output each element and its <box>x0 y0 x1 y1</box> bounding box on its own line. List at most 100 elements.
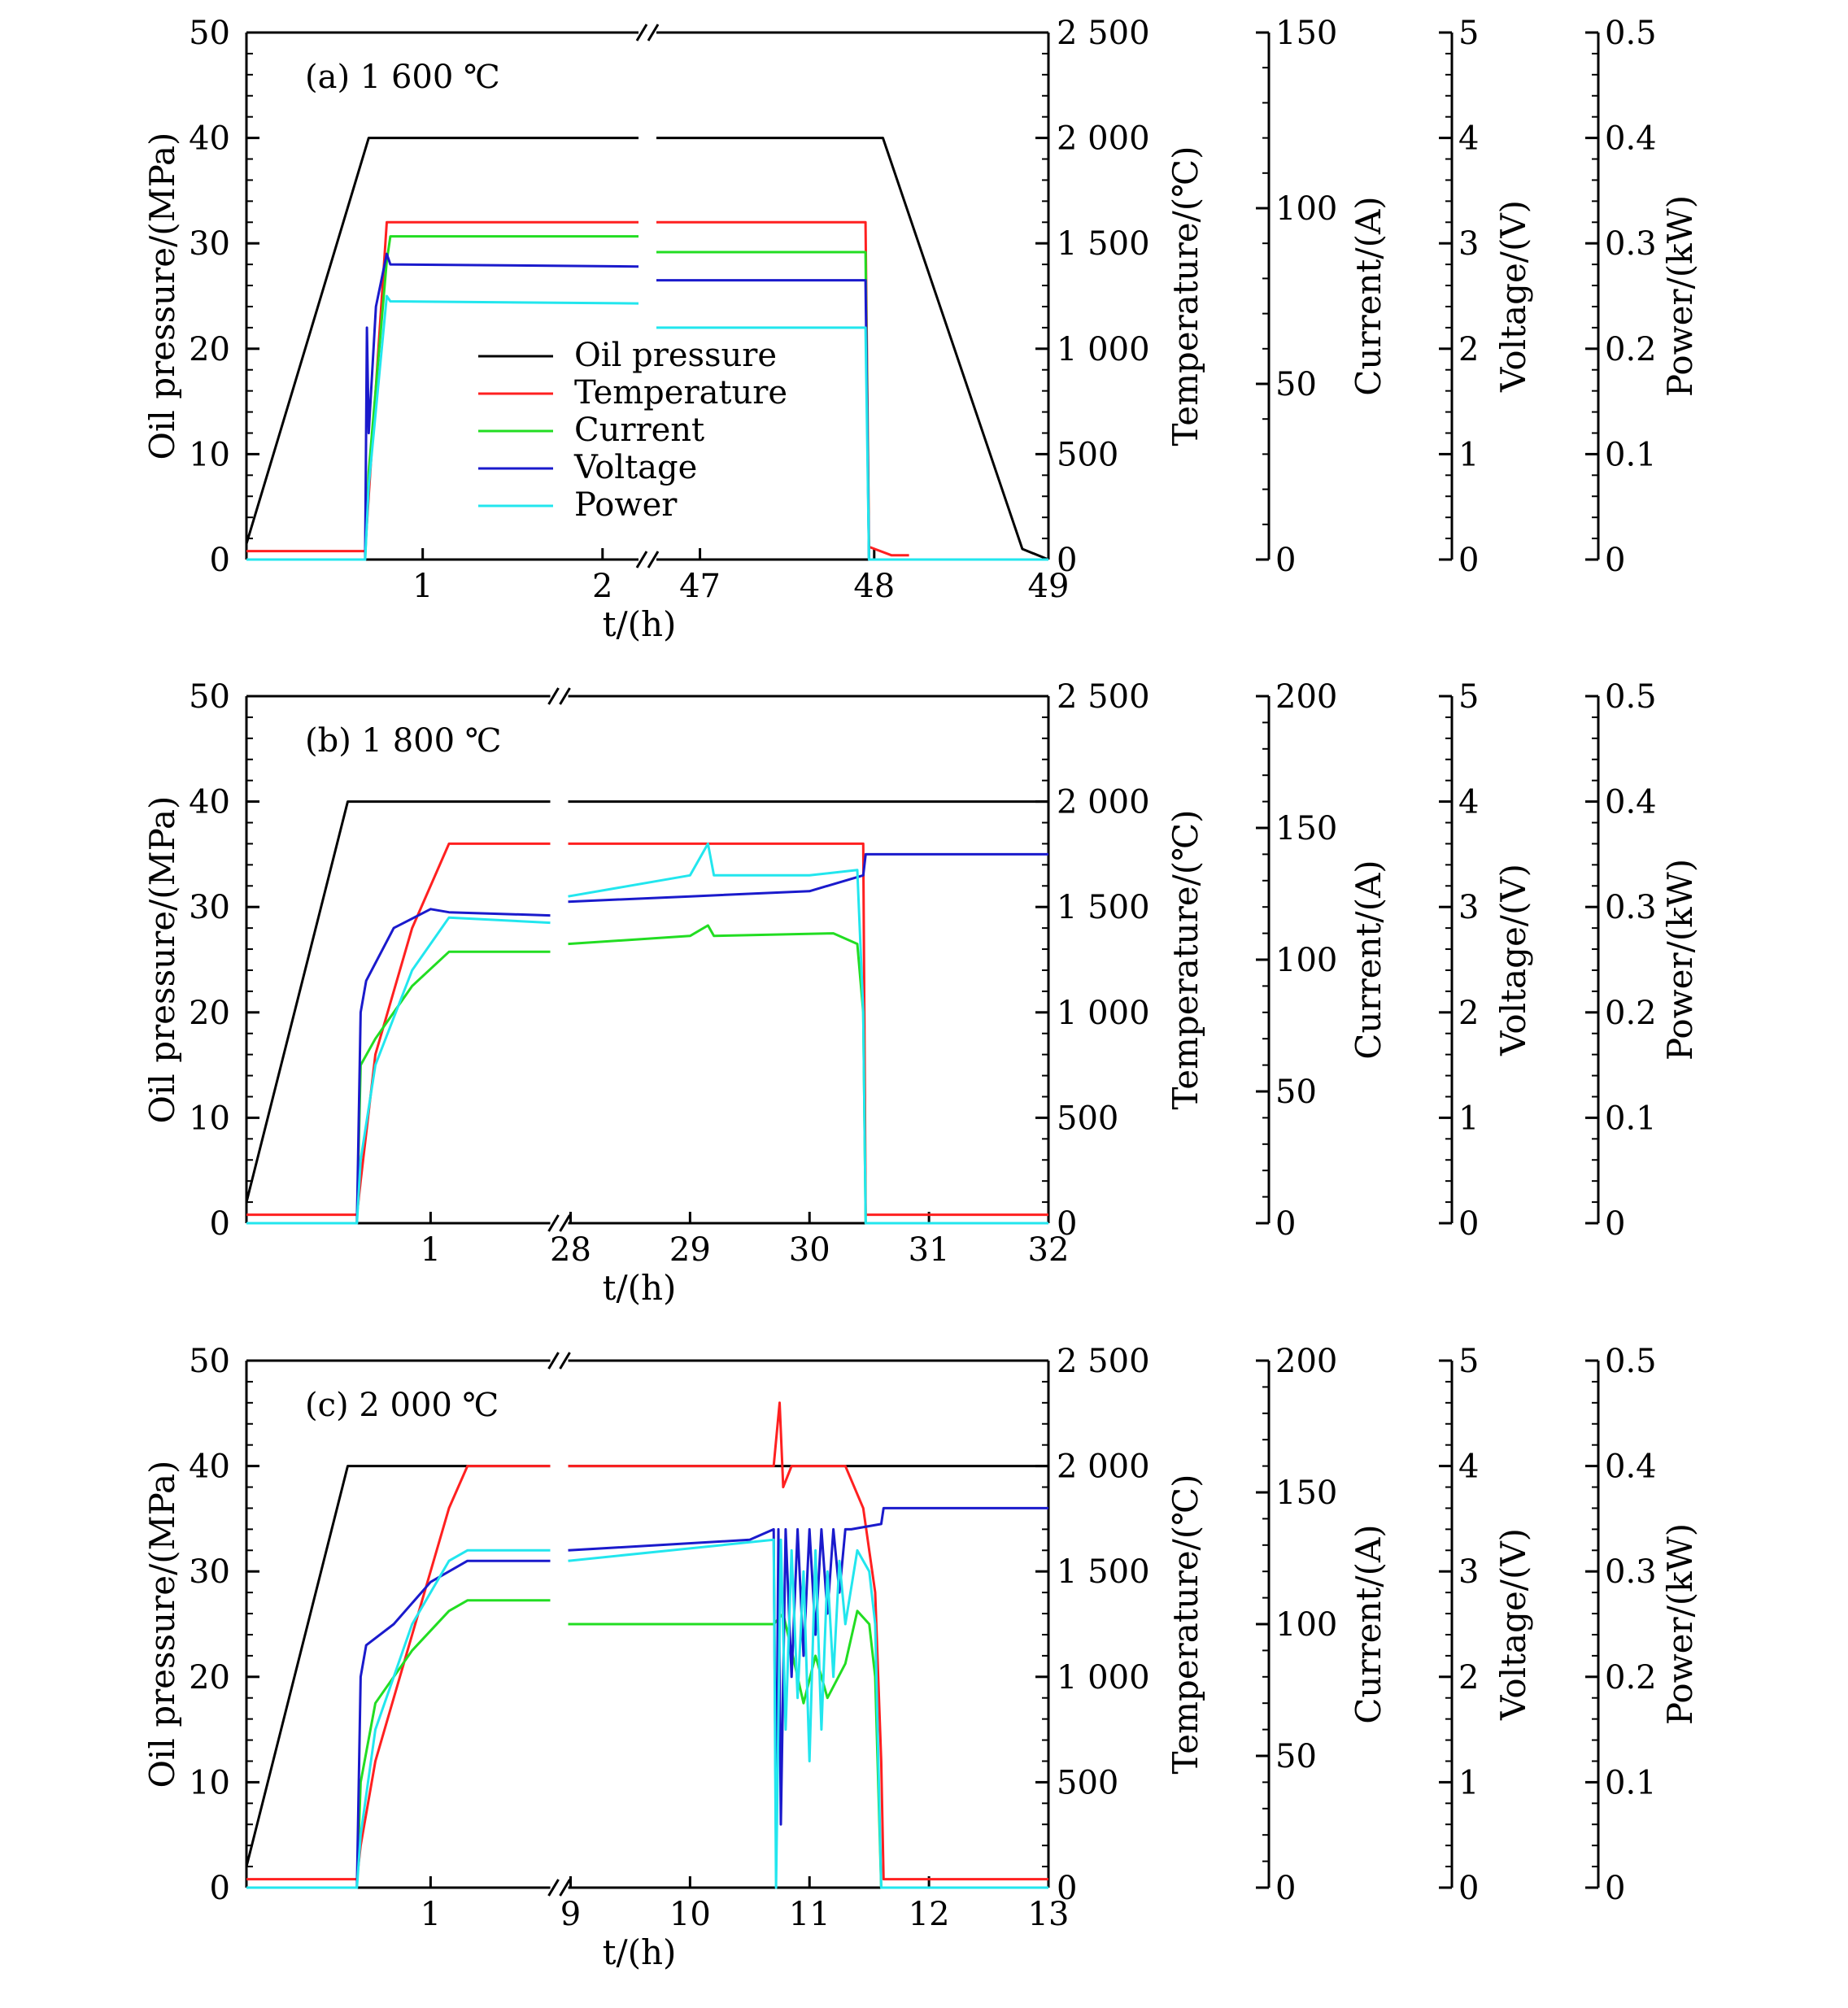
extra-axis-tick-label: 0.2 <box>1605 995 1657 1032</box>
left-tick-label: 20 <box>189 1659 230 1697</box>
left-tick-label: 30 <box>189 1553 230 1591</box>
power-line <box>246 916 551 1225</box>
legend: Oil pressureTemperatureCurrentVoltagePow… <box>478 337 787 524</box>
temperature-tick-label: 2 000 <box>1057 120 1150 158</box>
extra-axis-tick-label: 0.1 <box>1605 1764 1657 1801</box>
extra-axis-tick-label: 0 <box>1275 1205 1296 1243</box>
x-tick-label: 29 <box>669 1231 711 1269</box>
current-line <box>246 1599 551 1889</box>
extra-axis-tick-label: 0.3 <box>1605 225 1657 263</box>
power-line <box>568 842 1048 1225</box>
extra-axis-tick-label: 5 <box>1458 678 1479 716</box>
legend-label-current: Current <box>574 412 704 449</box>
extra-axis-tick-label: 5 <box>1458 1343 1479 1380</box>
left-tick-label: 40 <box>189 120 230 158</box>
x-tick-label: 48 <box>853 568 895 605</box>
oil-pressure-series <box>245 800 1048 1203</box>
current-axis-label: Current/(A) <box>1349 196 1388 395</box>
extra-axis-tick-label: 0.4 <box>1605 120 1657 158</box>
voltage-axis-label: Voltage/(V) <box>1493 200 1533 393</box>
x-tick-label: 13 <box>1028 1896 1070 1933</box>
axis-break-mark <box>547 687 560 705</box>
extra-axis-tick-label: 0.5 <box>1605 678 1657 716</box>
left-tick-label: 10 <box>189 1764 230 1801</box>
axis-break-mark <box>635 551 648 568</box>
temperature-tick-label: 1 500 <box>1057 1553 1150 1591</box>
extra-axis-tick-label: 2 <box>1458 995 1479 1032</box>
extra-axis-tick-label: 50 <box>1275 1074 1317 1111</box>
axis-break-mark <box>547 1214 560 1232</box>
power-axis-label: Power/(kW) <box>1660 859 1700 1061</box>
x-tick-label: 47 <box>679 568 721 605</box>
extra-axis-tick-label: 3 <box>1458 889 1479 926</box>
left-tick-label: 0 <box>210 542 230 579</box>
oil-pressure-line <box>656 137 1049 561</box>
current-axis-label: Current/(A) <box>1349 860 1388 1059</box>
power-axis-label: Power/(kW) <box>1660 1523 1700 1725</box>
x-tick-label: 10 <box>669 1896 711 1933</box>
voltage-axis-label: Voltage/(V) <box>1493 864 1533 1056</box>
current-series <box>246 924 1048 1225</box>
left-tick-label: 40 <box>189 784 230 821</box>
extra-axis-tick-label: 1 <box>1458 1764 1479 1801</box>
temperature-tick-label: 1 000 <box>1057 331 1150 368</box>
left-tick-label: 20 <box>189 331 230 368</box>
extra-axis-tick-label: 2 <box>1458 331 1479 368</box>
power-series <box>246 842 1048 1225</box>
extra-axis-tick-label: 3 <box>1458 1553 1479 1591</box>
extra-axis-tick-label: 0.2 <box>1605 1659 1657 1697</box>
legend-label-power: Power <box>574 486 678 524</box>
legend-label-oil-pressure: Oil pressure <box>574 337 777 374</box>
left-tick-label: 10 <box>189 436 230 473</box>
oil-pressure-line <box>245 800 551 1203</box>
temperature-tick-label: 1 500 <box>1057 889 1150 926</box>
extra-axis-tick-label: 150 <box>1275 1474 1337 1512</box>
extra-axis-tick-label: 0 <box>1458 1205 1479 1243</box>
left-tick-label: 50 <box>189 15 230 52</box>
panel-title: (c) 2 000 ℃ <box>305 1387 499 1424</box>
power-line <box>568 1538 1048 1889</box>
x-tick-label: 1 <box>421 1896 441 1933</box>
current-line <box>246 950 551 1225</box>
axis-break-mark <box>547 1879 560 1897</box>
temperature-tick-label: 500 <box>1057 1764 1118 1801</box>
x-tick-label: 12 <box>909 1896 950 1933</box>
power-line <box>246 1548 551 1889</box>
left-axis-label: Oil pressure/(MPa) <box>142 133 182 460</box>
x-axis-label: t/(h) <box>603 604 677 644</box>
extra-axis-tick-label: 0 <box>1458 1870 1479 1907</box>
extra-axis-tick-label: 50 <box>1275 366 1317 403</box>
x-axis-label: t/(h) <box>603 1932 677 1972</box>
extra-axis-tick-label: 0 <box>1605 542 1625 579</box>
extra-axis-tick-label: 0.4 <box>1605 1448 1657 1486</box>
extra-axis-tick-label: 5 <box>1458 15 1479 52</box>
x-tick-label: 28 <box>550 1231 591 1269</box>
temperature-tick-label: 500 <box>1057 436 1118 473</box>
extra-axis-tick-label: 0 <box>1458 542 1479 579</box>
temperature-tick-label: 1 500 <box>1057 225 1150 263</box>
extra-axis-tick-label: 50 <box>1275 1738 1317 1775</box>
temperature-axis-label: Temperature/(℃) <box>1166 1474 1205 1774</box>
oil-pressure-series <box>245 137 1049 561</box>
x-tick-label: 9 <box>560 1896 581 1933</box>
power-axis-label: Power/(kW) <box>1660 195 1700 397</box>
x-tick-label: 30 <box>789 1231 830 1269</box>
x-tick-label: 49 <box>1028 568 1070 605</box>
current-axis-label: Current/(A) <box>1349 1524 1388 1723</box>
extra-axis-tick-label: 2 <box>1458 1659 1479 1697</box>
axis-break-mark <box>559 1214 571 1232</box>
legend-label-temperature: Temperature <box>574 374 787 412</box>
axis-break-mark <box>547 1352 560 1370</box>
oil-pressure-line <box>245 137 639 545</box>
extra-axis-tick-label: 0.2 <box>1605 331 1657 368</box>
temperature-line <box>246 842 551 1217</box>
current-line <box>568 924 1048 1225</box>
extra-axis-tick-label: 150 <box>1275 810 1337 847</box>
extra-axis-tick-label: 0 <box>1605 1205 1625 1243</box>
x-tick-label: 31 <box>909 1231 950 1269</box>
voltage-line <box>246 908 551 1225</box>
extra-axis-tick-label: 0.5 <box>1605 15 1657 52</box>
